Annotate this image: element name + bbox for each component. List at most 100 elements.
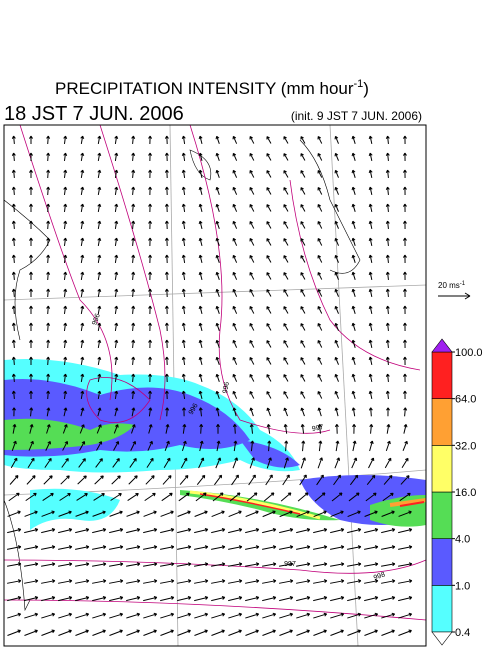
wind-arrow [46,288,51,298]
wind-arrow [245,595,260,602]
wind-arrow [381,579,396,584]
wind-arrow [63,169,68,179]
wind-arrow [351,356,356,365]
wind-arrow [41,595,56,602]
wind-arrow [331,492,343,502]
wind-arrow [194,527,209,534]
wind-arrow [63,339,68,349]
wind-arrow [29,305,33,315]
wind-arrow [126,510,140,517]
wind-arrow [163,457,171,469]
wind-arrow [334,203,339,212]
wind-arrow [80,339,85,349]
wind-arrow [63,373,68,383]
wind-arrow [300,374,306,382]
wind-arrow [368,373,373,383]
wind-arrow [381,612,396,619]
wind-arrow [313,527,328,534]
wind-arrow [148,152,153,162]
wind-arrow [232,169,238,178]
wind-arrow [7,579,22,584]
wind-arrow [75,527,90,534]
wind-arrow [283,357,289,365]
wind-arrow [211,629,225,636]
wind-arrow [385,339,390,349]
colorbar-label: 0.4 [455,627,470,639]
contour-label: 998 [373,571,386,582]
wind-arrow [29,424,34,434]
wind-arrow [368,356,373,366]
wind-arrow [279,527,294,534]
valid-time: 18 JST 7 JUN. 2006 [4,103,184,125]
wind-arrow [131,373,136,383]
wind-arrow [164,152,169,162]
wind-arrow [46,237,51,247]
wind-arrow [351,220,356,229]
wind-arrow [296,510,310,518]
wind-arrow [215,339,220,348]
wind-arrow [249,357,255,365]
wind-arrow [58,527,73,534]
wind-arrow [80,373,85,383]
wind-arrow [245,579,260,584]
wind-arrow [7,510,21,517]
wind-arrow [11,135,16,145]
wind-arrow [131,152,136,162]
wind-arrow [109,545,124,550]
wind-arrow [198,305,203,315]
wind-arrow [198,407,203,417]
wind-arrow [402,271,407,281]
wind-arrow [266,306,272,314]
wind-arrow [199,423,204,434]
wind-arrow [385,305,390,315]
wind-arrow [334,339,339,348]
wind-arrow [296,612,311,619]
wind-arrow [29,339,33,349]
wind-arrow [92,545,107,550]
wind-arrow [198,339,203,349]
wind-arrow [114,237,119,247]
wind-arrow [143,510,157,517]
wind-arrow [214,474,223,486]
wind-arrow [131,135,136,145]
wind-arrow [164,339,169,349]
wind-arrow [148,220,153,230]
wind-arrow [94,475,104,485]
wind-arrow [80,271,85,281]
wind-arrow [330,545,345,550]
wind-arrow [80,322,85,332]
wind-arrow [398,612,413,619]
wind-arrow [114,220,119,230]
wind-arrow [198,152,203,162]
wind-arrow [351,457,358,469]
wind-arrow [11,356,16,366]
wind-arrow [368,169,373,179]
wind-arrow [12,407,17,417]
wind-arrow [347,545,362,550]
wind-arrow [403,407,408,417]
wind-arrow [232,237,238,246]
wind-arrow [11,390,16,400]
wind-arrow [160,612,175,619]
wind-arrow [232,135,238,144]
wind-arrow [262,579,277,584]
wind-arrow [25,492,37,502]
wind-arrow [58,629,72,636]
wind-arrow [283,187,289,195]
wind-arrow [7,527,22,534]
wind-arrow [215,288,220,297]
wind-arrow [296,579,311,584]
wind-arrow [232,271,238,280]
wind-arrow [351,339,356,348]
wind-arrow [109,527,124,534]
wind-arrow [228,629,242,636]
wind-arrow [59,492,71,501]
wind-arrow [283,374,289,382]
wind-arrow [198,254,203,264]
wind-arrow [198,203,203,213]
wind-arrow [180,457,188,469]
wind-arrow [385,186,390,196]
wind-arrow [181,288,186,298]
wind-arrow [368,203,373,213]
wind-arrow [381,510,395,517]
